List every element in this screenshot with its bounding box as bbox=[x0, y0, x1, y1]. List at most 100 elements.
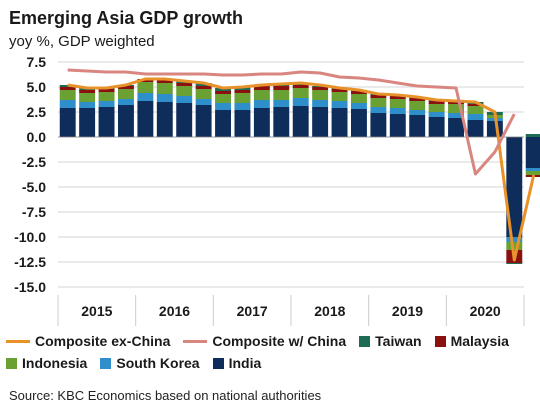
bar-south-korea bbox=[117, 99, 134, 105]
bar-south-korea bbox=[176, 96, 193, 103]
x-tick-label: 2017 bbox=[237, 303, 268, 319]
bar-south-korea bbox=[331, 101, 348, 108]
bar-indonesia bbox=[525, 171, 540, 175]
bar-indonesia bbox=[428, 104, 445, 112]
legend-label: South Korea bbox=[116, 355, 200, 371]
bar-india bbox=[370, 113, 387, 137]
bar-south-korea bbox=[467, 114, 484, 120]
bar-south-korea bbox=[156, 94, 173, 102]
y-tick-label: 5.0 bbox=[27, 79, 47, 95]
bar-india bbox=[525, 137, 540, 168]
chart-subtitle: yoy %, GDP weighted bbox=[9, 33, 155, 50]
x-tick-label: 2020 bbox=[470, 303, 501, 319]
bar-south-korea bbox=[79, 102, 96, 108]
bar-malaysia bbox=[98, 89, 115, 92]
bar-south-korea bbox=[428, 112, 445, 117]
bar-south-korea bbox=[370, 107, 387, 113]
bar-indonesia bbox=[117, 89, 134, 99]
bar-indonesia bbox=[253, 90, 270, 100]
y-tick-label: 0.0 bbox=[27, 129, 47, 145]
line-composite-w-china bbox=[67, 68, 516, 176]
chart-plot-area: 7.5 5.0 2.5 0.0 -2.5 -5.0 -7.5 -10.0 -12.5 -15.0 2… bbox=[14, 54, 540, 326]
bar-indonesia bbox=[467, 106, 484, 114]
bar-south-korea bbox=[506, 237, 523, 242]
bar-indonesia bbox=[506, 242, 523, 250]
bar-malaysia bbox=[79, 90, 96, 93]
y-tick-label: -10.0 bbox=[14, 229, 46, 245]
bar-malaysia bbox=[409, 98, 426, 101]
bar-india bbox=[195, 105, 212, 137]
bar-malaysia bbox=[195, 86, 212, 89]
bar-south-korea bbox=[273, 100, 290, 107]
bar-malaysia bbox=[331, 89, 348, 92]
bar-india bbox=[448, 118, 465, 137]
line-composite-ex-china bbox=[67, 77, 536, 262]
bar-south-korea bbox=[98, 101, 115, 107]
legend-item: Composite ex-China bbox=[6, 333, 170, 349]
bar-india bbox=[59, 108, 76, 137]
bar-india bbox=[312, 107, 329, 137]
x-tick-label: 2016 bbox=[159, 303, 190, 319]
bar-south-korea bbox=[525, 168, 540, 171]
legend-swatch bbox=[212, 357, 224, 369]
legend-label: Taiwan bbox=[375, 333, 422, 349]
bar-india bbox=[98, 107, 115, 137]
bar-india bbox=[292, 106, 309, 137]
legend-item: Composite w/ China bbox=[183, 333, 346, 349]
bar-indonesia bbox=[79, 93, 96, 102]
bar-malaysia bbox=[273, 86, 290, 90]
x-tick-label: 2019 bbox=[392, 303, 423, 319]
legend-item: Indonesia bbox=[6, 355, 87, 371]
bar-indonesia bbox=[312, 90, 329, 100]
bar-indonesia bbox=[292, 88, 309, 98]
bar-indonesia bbox=[59, 90, 76, 100]
bar-indonesia bbox=[195, 89, 212, 99]
bar-south-korea bbox=[292, 98, 309, 106]
bar-malaysia bbox=[59, 87, 76, 90]
legend-item: South Korea bbox=[100, 355, 200, 371]
legend-swatch bbox=[183, 339, 208, 343]
bar-india bbox=[273, 107, 290, 137]
chart-legend: Composite ex-China Composite w/ China Taiw… bbox=[6, 330, 536, 374]
bar-malaysia bbox=[117, 86, 134, 89]
y-tick-label: 7.5 bbox=[27, 54, 47, 70]
bar-south-korea bbox=[389, 108, 406, 114]
bar-india bbox=[117, 105, 134, 137]
bar-malaysia bbox=[370, 95, 387, 98]
bar-malaysia bbox=[234, 90, 251, 93]
legend-label: Composite ex-China bbox=[35, 333, 171, 349]
bar-india bbox=[176, 103, 193, 137]
legend-row: Indonesia South Korea India bbox=[6, 352, 536, 374]
bar-south-korea bbox=[195, 99, 212, 105]
legend-label: Composite w/ China bbox=[212, 333, 347, 349]
y-tick-label: -2.5 bbox=[22, 154, 46, 170]
bar-india bbox=[506, 137, 523, 237]
y-tick-label: -5.0 bbox=[22, 179, 46, 195]
bar-south-korea bbox=[312, 100, 329, 107]
bar-india bbox=[79, 108, 96, 137]
bar-taiwan bbox=[215, 88, 232, 91]
bar-india bbox=[389, 114, 406, 137]
bar-malaysia bbox=[253, 86, 270, 90]
bar-south-korea bbox=[137, 93, 154, 101]
bar-indonesia bbox=[350, 94, 367, 103]
bar-malaysia bbox=[389, 96, 406, 99]
bar-south-korea bbox=[409, 110, 426, 115]
bar-south-korea bbox=[253, 100, 270, 108]
y-tick-label: -12.5 bbox=[14, 254, 46, 270]
bar-indonesia bbox=[389, 99, 406, 108]
bar-south-korea bbox=[350, 103, 367, 109]
legend-row: Composite ex-China Composite w/ China Taiw… bbox=[6, 330, 536, 352]
bar-malaysia bbox=[350, 91, 367, 94]
legend-swatch bbox=[434, 335, 446, 347]
bar-indonesia bbox=[370, 98, 387, 107]
legend-swatch bbox=[6, 339, 30, 343]
legend-item: India bbox=[212, 355, 261, 371]
bar-malaysia bbox=[176, 83, 193, 86]
bar-malaysia bbox=[312, 87, 329, 90]
bar-indonesia bbox=[215, 94, 232, 103]
bar-india bbox=[156, 102, 173, 137]
bar-india bbox=[467, 120, 484, 137]
bar-india bbox=[253, 108, 270, 137]
bar-india bbox=[428, 117, 445, 137]
